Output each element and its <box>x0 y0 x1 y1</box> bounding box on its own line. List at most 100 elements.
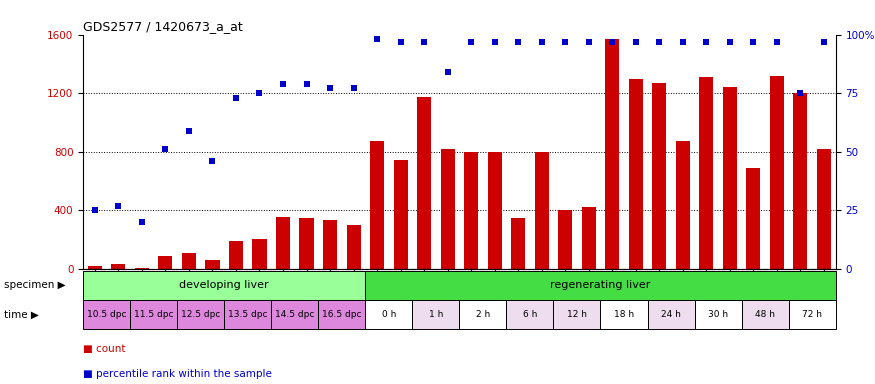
Text: 11.5 dpc: 11.5 dpc <box>134 310 173 319</box>
Point <box>676 38 690 45</box>
Bar <box>158 256 172 269</box>
Text: developing liver: developing liver <box>179 280 269 290</box>
Point <box>346 85 360 91</box>
Bar <box>206 260 220 269</box>
Bar <box>459 300 507 329</box>
Point <box>417 38 431 45</box>
Bar <box>177 300 224 329</box>
Bar <box>582 207 596 269</box>
Text: time ▶: time ▶ <box>4 310 39 320</box>
Bar <box>558 210 572 269</box>
Point <box>699 38 713 45</box>
Bar <box>629 79 643 269</box>
Bar <box>695 300 742 329</box>
Bar <box>648 300 695 329</box>
Bar <box>535 152 549 269</box>
Bar <box>699 77 713 269</box>
Bar <box>229 241 243 269</box>
Bar <box>412 300 459 329</box>
Point <box>487 38 501 45</box>
Point <box>394 38 408 45</box>
Bar <box>323 220 337 269</box>
Text: 6 h: 6 h <box>522 310 537 319</box>
Point <box>370 36 384 42</box>
Bar <box>464 152 479 269</box>
Point <box>206 158 220 164</box>
Point <box>441 69 455 75</box>
Bar <box>366 271 836 300</box>
Bar <box>366 300 412 329</box>
Bar <box>511 218 525 269</box>
Point <box>182 127 196 134</box>
Bar <box>770 76 784 269</box>
Bar <box>554 300 600 329</box>
Point <box>135 219 149 225</box>
Text: 30 h: 30 h <box>708 310 728 319</box>
Text: 14.5 dpc: 14.5 dpc <box>275 310 314 319</box>
Bar <box>742 300 788 329</box>
Bar <box>417 97 431 269</box>
Bar <box>299 218 313 269</box>
Text: 48 h: 48 h <box>755 310 775 319</box>
Text: 12 h: 12 h <box>567 310 587 319</box>
Bar <box>253 239 267 269</box>
Text: 18 h: 18 h <box>614 310 634 319</box>
Bar <box>83 271 366 300</box>
Bar <box>394 161 408 269</box>
Text: 2 h: 2 h <box>476 310 490 319</box>
Point <box>606 38 620 45</box>
Point <box>582 38 596 45</box>
Text: 72 h: 72 h <box>802 310 822 319</box>
Point <box>511 38 525 45</box>
Bar <box>794 93 808 269</box>
Point <box>746 38 760 45</box>
Bar <box>817 149 831 269</box>
Text: specimen ▶: specimen ▶ <box>4 280 66 290</box>
Bar <box>88 266 102 269</box>
Bar <box>606 39 620 269</box>
Point <box>535 38 549 45</box>
Bar <box>346 225 360 269</box>
Point <box>323 85 337 91</box>
Point <box>111 202 125 209</box>
Bar <box>788 300 836 329</box>
Point <box>794 90 808 96</box>
Text: ■ count: ■ count <box>83 344 126 354</box>
Point <box>652 38 666 45</box>
Bar <box>746 168 760 269</box>
Bar <box>271 300 318 329</box>
Point <box>629 38 643 45</box>
Bar <box>83 300 130 329</box>
Point <box>770 38 784 45</box>
Text: 1 h: 1 h <box>429 310 443 319</box>
Bar <box>135 268 149 269</box>
Text: 0 h: 0 h <box>382 310 396 319</box>
Bar <box>130 300 177 329</box>
Bar <box>370 141 384 269</box>
Text: ■ percentile rank within the sample: ■ percentile rank within the sample <box>83 369 272 379</box>
Text: 10.5 dpc: 10.5 dpc <box>87 310 126 319</box>
Text: regenerating liver: regenerating liver <box>550 280 651 290</box>
Point <box>299 81 313 87</box>
Bar <box>276 217 290 269</box>
Point <box>253 90 267 96</box>
Text: GDS2577 / 1420673_a_at: GDS2577 / 1420673_a_at <box>83 20 243 33</box>
Bar <box>507 300 554 329</box>
Text: 12.5 dpc: 12.5 dpc <box>181 310 220 319</box>
Bar <box>111 265 125 269</box>
Text: 16.5 dpc: 16.5 dpc <box>322 310 361 319</box>
Bar <box>487 152 501 269</box>
Point <box>723 38 737 45</box>
Bar <box>652 83 667 269</box>
Bar <box>182 253 196 269</box>
Point <box>229 95 243 101</box>
Text: 24 h: 24 h <box>662 310 681 319</box>
Point <box>158 146 172 152</box>
Bar <box>441 149 455 269</box>
Point <box>558 38 572 45</box>
Bar <box>318 300 366 329</box>
Bar <box>723 86 737 269</box>
Bar <box>676 141 690 269</box>
Point <box>276 81 290 87</box>
Point <box>817 38 831 45</box>
